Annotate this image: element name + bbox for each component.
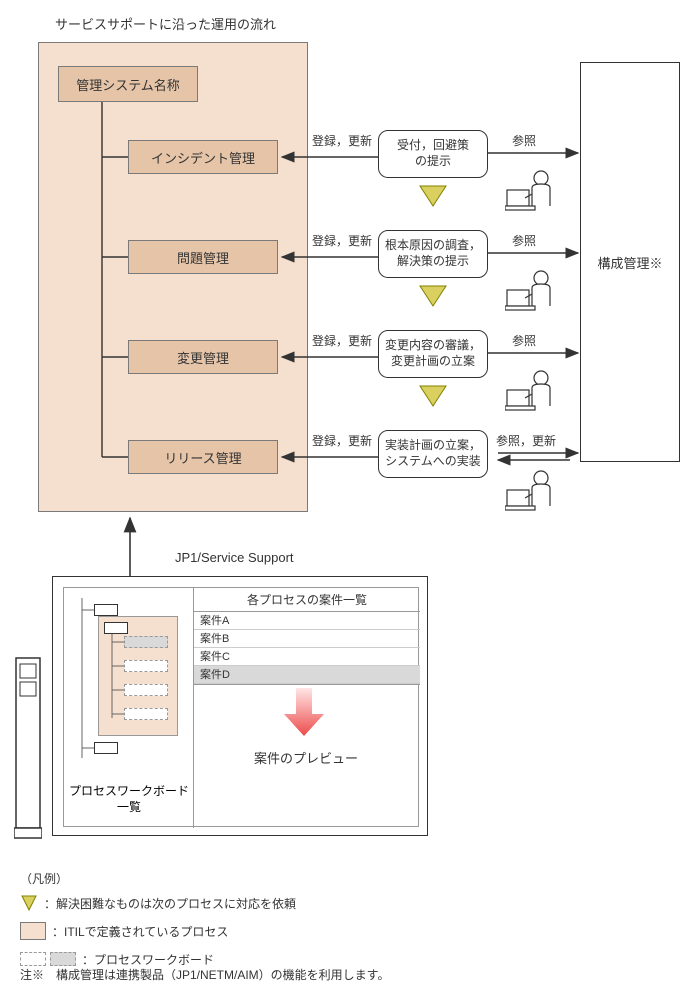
jp1-tree-panel: プロセスワークボード 一覧 xyxy=(64,588,194,828)
diagram-canvas: サービスサポートに沿った運用の流れ 管理システム名称 インシデント管理 問題管理… xyxy=(0,8,687,991)
list-row: 案件C xyxy=(194,648,420,666)
activity-3: 変更内容の審議， 変更計画の立案 xyxy=(378,330,488,378)
computer-tower-icon xyxy=(14,656,42,841)
legend-arrow-icon xyxy=(20,894,38,912)
yellow-arrow-icon xyxy=(420,186,446,206)
process-label: インシデント管理 xyxy=(151,148,255,167)
jp1-title: JP1/Service Support xyxy=(175,550,294,565)
tree-node-dash xyxy=(124,684,168,696)
legend-text: ：ITILで定義されているプロセス xyxy=(52,923,228,940)
process-change: 変更管理 xyxy=(128,340,278,374)
legend-row: ：解決困難なものは次のプロセスに対応を依頼 xyxy=(20,893,296,913)
jp1-list-panel: 各プロセスの案件一覧 案件A 案件B 案件C 案件D 案件のプレビュー xyxy=(194,588,420,828)
list-header: 各プロセスの案件一覧 xyxy=(194,588,420,612)
process-incident: インシデント管理 xyxy=(128,140,278,174)
process-label: 問題管理 xyxy=(177,248,229,267)
edge-label: 登録，更新 xyxy=(312,332,372,349)
config-mgmt-label: 構成管理※ xyxy=(597,253,662,272)
tree-node xyxy=(104,622,128,634)
legend-box-icon xyxy=(20,922,46,940)
tree-node xyxy=(94,742,118,754)
legend-text: ：プロセスワークボード xyxy=(82,951,214,968)
list-row: 案件B xyxy=(194,630,420,648)
activity-label: 受付，回避策 の提示 xyxy=(397,138,469,169)
process-problem: 問題管理 xyxy=(128,240,278,274)
operator-icon xyxy=(505,166,557,218)
edge-label: 登録，更新 xyxy=(312,132,372,149)
diagram-title: サービスサポートに沿った運用の流れ xyxy=(55,14,276,33)
activity-label: 変更内容の審議， 変更計画の立案 xyxy=(385,338,481,369)
red-down-arrow-icon xyxy=(284,688,324,738)
edge-label: 参照，更新 xyxy=(496,432,556,449)
legend: （凡例） ：解決困難なものは次のプロセスに対応を依頼 ：ITILで定義されている… xyxy=(20,870,296,977)
activity-label: 実装計画の立案， システムへの実装 xyxy=(385,438,481,469)
preview-label: 案件のプレビュー xyxy=(254,748,358,767)
footnote: 注※ 構成管理は連携製品（JP1/NETM/AIM）の機能を利用します。 xyxy=(20,966,389,983)
edge-label: 登録，更新 xyxy=(312,432,372,449)
edge-label: 登録，更新 xyxy=(312,232,372,249)
system-name-box: 管理システム名称 xyxy=(58,66,198,102)
tree-panel-label: プロセスワークボード 一覧 xyxy=(64,784,194,815)
process-label: 変更管理 xyxy=(177,348,229,367)
jp1-window: プロセスワークボード 一覧 各プロセスの案件一覧 案件A 案件B 案件C 案件D xyxy=(52,576,428,836)
legend-header: （凡例） xyxy=(20,870,296,887)
process-label: リリース管理 xyxy=(164,448,241,467)
config-mgmt-box: 構成管理※ xyxy=(580,62,680,462)
legend-dash-gray-icon xyxy=(50,952,76,966)
list-row: 案件A xyxy=(194,612,420,630)
activity-label: 根本原因の調査， 解決策の提示 xyxy=(385,238,481,269)
tree-node xyxy=(94,604,118,616)
system-name-label: 管理システム名称 xyxy=(76,75,180,94)
activity-4: 実装計画の立案， システムへの実装 xyxy=(378,430,488,478)
edge-label: 参照 xyxy=(512,132,536,149)
operator-icon xyxy=(505,266,557,318)
legend-row: ：ITILで定義されているプロセス xyxy=(20,921,296,941)
legend-dash-icon xyxy=(20,952,46,966)
yellow-arrow-icon xyxy=(420,286,446,306)
tree-node-dash xyxy=(124,708,168,720)
tree-node-gray xyxy=(124,636,168,648)
divider xyxy=(194,684,420,685)
activity-2: 根本原因の調査， 解決策の提示 xyxy=(378,230,488,278)
list-row-selected: 案件D xyxy=(194,666,420,684)
operator-icon xyxy=(505,366,557,418)
edge-label: 参照 xyxy=(512,332,536,349)
tree-node-dash xyxy=(124,660,168,672)
process-release: リリース管理 xyxy=(128,440,278,474)
yellow-arrow-icon xyxy=(420,386,446,406)
operator-icon xyxy=(505,466,557,518)
legend-text: ：解決困難なものは次のプロセスに対応を依頼 xyxy=(44,895,296,912)
activity-1: 受付，回避策 の提示 xyxy=(378,130,488,178)
edge-label: 参照 xyxy=(512,232,536,249)
jp1-inner: プロセスワークボード 一覧 各プロセスの案件一覧 案件A 案件B 案件C 案件D xyxy=(63,587,419,827)
